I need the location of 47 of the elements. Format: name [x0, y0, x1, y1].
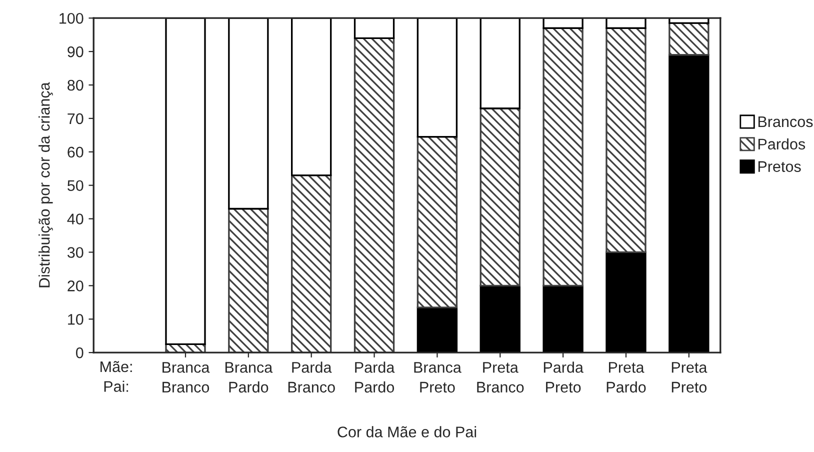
y-tick-label: 90 [68, 46, 84, 58]
bar [291, 18, 332, 176]
y-tick-label: 40 [67, 214, 84, 224]
x-tick-label: Parda Branco [288, 362, 335, 393]
bar [480, 18, 520, 110]
bar [606, 251, 646, 353]
y-tick-label: 50 [68, 180, 84, 192]
x-tick-label: Branca Preto [414, 362, 462, 393]
x-tick-label: Preta Branco [477, 362, 524, 393]
bar [228, 18, 269, 210]
bar [165, 18, 206, 346]
x-tick-label: Preta Pardo [606, 362, 646, 393]
bar [542, 18, 584, 29]
x-tick-label: Parda Preto [544, 362, 584, 393]
y-axis-title: Distribuição por cor da criança [38, 82, 53, 288]
bar [480, 108, 520, 286]
bar [480, 284, 520, 353]
y-tick-label: 100 [60, 12, 84, 24]
legend-label: Pardos [758, 138, 806, 150]
x-tick-label: Branca Pardo [225, 362, 273, 393]
text: Mãe: Pai: [100, 361, 132, 392]
bar [416, 306, 458, 353]
legend-label: Pretos [758, 161, 801, 172]
y-tick-label: 30 [67, 247, 84, 258]
bar [542, 27, 584, 286]
bar [291, 174, 332, 353]
x-tick-label: Parda Pardo [355, 362, 395, 393]
y-tick-label: 0 [76, 347, 84, 358]
bar [668, 54, 710, 353]
legend-label: Brancos [758, 116, 813, 128]
bar [416, 136, 458, 308]
y-tick-label: 60 [68, 146, 84, 158]
x-tick-label: Preta Preto [672, 362, 708, 393]
y-tick-label: 20 [68, 280, 84, 292]
y-tick-label: 10 [68, 314, 84, 325]
bar [354, 37, 395, 353]
bar [228, 208, 269, 353]
bar [416, 18, 458, 138]
x-axis-title: Cor da Mãe e do Pai [338, 426, 476, 438]
x-tick-label: Branca Branco [162, 362, 210, 393]
y-tick-label: 80 [68, 80, 84, 91]
bar [668, 22, 710, 56]
y-tick-label: 70 [68, 113, 84, 124]
bar [606, 27, 646, 254]
bar [606, 18, 646, 29]
bar [354, 18, 395, 39]
bar [542, 284, 584, 353]
